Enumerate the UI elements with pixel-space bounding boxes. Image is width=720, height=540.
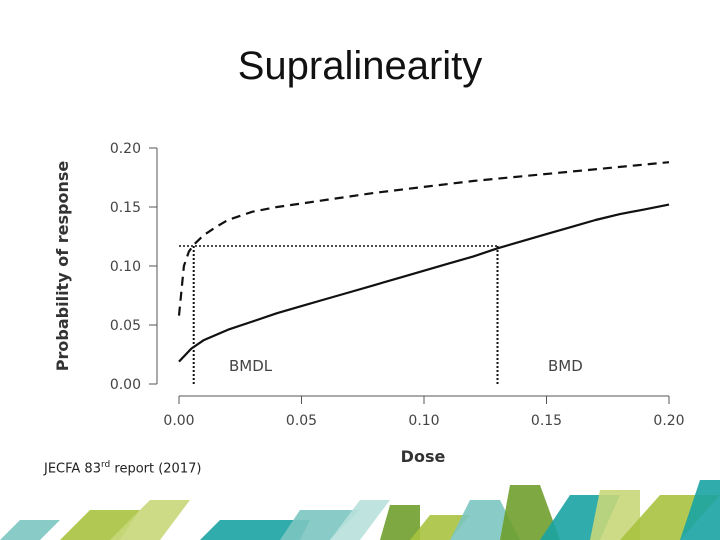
y-tick-label: 0.00 xyxy=(110,377,141,393)
dose-response-chart: 0.00 0.05 0.10 0.15 0.20 0.00 0.05 0.10 0.15 0.20… xyxy=(53,141,685,466)
decorative-shape xyxy=(500,485,560,540)
y-tick-label: 0.10 xyxy=(110,259,141,275)
decorative-shape xyxy=(0,520,60,540)
footnote-superscript: rd xyxy=(100,460,111,470)
annotation-bmdl: BMDL xyxy=(229,357,273,375)
decorative-shape xyxy=(200,520,310,540)
x-tick-label: 0.05 xyxy=(286,413,317,429)
decorative-shape xyxy=(110,500,190,540)
x-tick-label: 0.00 xyxy=(163,413,194,429)
decorative-shape xyxy=(680,480,720,540)
y-tick-label: 0.20 xyxy=(110,141,141,157)
chart-annotations: BMDL BMD xyxy=(229,357,583,375)
chart-series xyxy=(177,161,670,363)
decorative-banner xyxy=(0,480,720,540)
x-tick-label: 0.15 xyxy=(531,413,562,429)
slide-title: Supralinearity xyxy=(237,44,483,88)
decorative-shape xyxy=(590,490,640,540)
source-footnote: JECFA 83rd report (2017) xyxy=(44,460,201,476)
decorative-shape xyxy=(280,510,360,540)
x-tick-label: 0.10 xyxy=(408,413,439,429)
reference-lines xyxy=(179,245,499,384)
decorative-shape xyxy=(380,505,420,540)
x-axis-label: Dose xyxy=(401,447,446,466)
dashed-curve xyxy=(177,161,670,316)
solid-curve xyxy=(178,203,670,363)
y-axis-label: Probability of response xyxy=(53,161,72,372)
y-tick-label: 0.05 xyxy=(110,318,141,334)
chart-axes: 0.00 0.05 0.10 0.15 0.20 0.00 0.05 0.10 0.15 0.20 xyxy=(110,141,685,429)
annotation-bmd: BMD xyxy=(548,357,583,375)
footnote-text-end: report (2017) xyxy=(110,461,202,477)
y-tick-label: 0.15 xyxy=(110,200,141,216)
footnote-text: JECFA 83 xyxy=(44,461,101,477)
x-tick-label: 0.20 xyxy=(653,413,684,429)
decorative-shape xyxy=(330,500,390,540)
